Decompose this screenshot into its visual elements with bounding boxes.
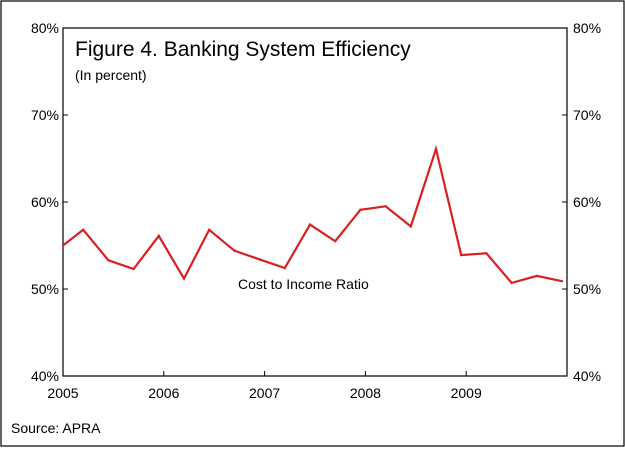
x-tick-label: 2008	[350, 385, 381, 401]
chart-subtitle: (In percent)	[75, 67, 147, 83]
x-tick-label: 2009	[451, 385, 482, 401]
source-note: Source: APRA	[11, 420, 101, 436]
data-point	[61, 244, 65, 247]
series-layer	[61, 144, 564, 285]
data-point	[283, 266, 286, 270]
y-tick-label-right: 70%	[573, 107, 601, 123]
y-tick-label-left: 40%	[31, 368, 59, 384]
chart-title: Figure 4. Banking System Efficiency	[75, 38, 411, 61]
data-point	[485, 252, 488, 255]
data-point	[560, 279, 564, 283]
data-point	[207, 228, 211, 232]
data-point	[132, 267, 135, 271]
data-point	[308, 223, 312, 226]
y-tick-label-left: 60%	[31, 194, 59, 210]
series-annotation: Cost to Income Ratio	[238, 276, 369, 292]
data-point	[409, 225, 412, 228]
data-point	[107, 259, 110, 262]
data-point	[384, 205, 387, 208]
y-tick-label-left: 80%	[31, 20, 59, 36]
y-tick-label-right: 60%	[573, 194, 601, 210]
data-point	[233, 249, 236, 252]
axes-layer: 40% 40% 50% 50% 60% 60% 70% 70% 80% 80% 2005 2006 20…	[31, 20, 601, 401]
data-point	[510, 281, 513, 285]
x-tick-label: 2007	[249, 385, 280, 401]
x-tick-label: 2006	[148, 385, 179, 401]
data-point	[258, 258, 261, 261]
data-point	[434, 147, 438, 151]
data-point	[157, 234, 160, 238]
data-point	[359, 208, 362, 212]
x-tick-label: 2005	[47, 385, 78, 401]
y-tick-label-right: 80%	[573, 20, 601, 36]
data-point	[333, 239, 337, 243]
y-tick-label-right: 50%	[573, 281, 601, 297]
data-point	[535, 274, 538, 278]
y-tick-label-left: 50%	[31, 281, 59, 297]
y-tick-label-right: 40%	[573, 368, 601, 384]
data-point	[81, 228, 85, 232]
data-point	[459, 253, 463, 257]
series-line	[62, 144, 563, 285]
data-point	[182, 277, 186, 280]
y-tick-label-left: 70%	[31, 107, 59, 123]
